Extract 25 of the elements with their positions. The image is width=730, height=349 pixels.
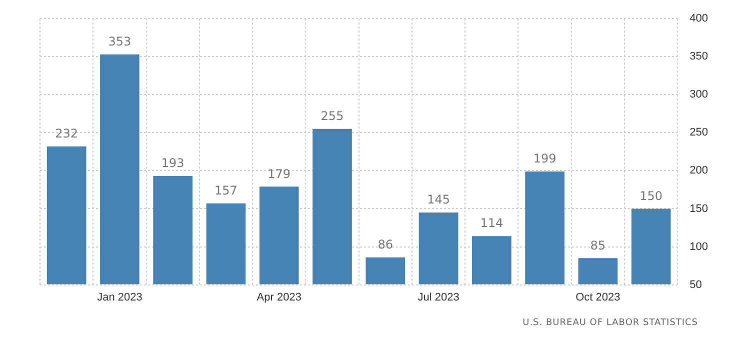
data-label: 157	[214, 184, 238, 198]
y-tick-label: 100	[690, 240, 708, 253]
data-label: 232	[55, 126, 78, 140]
y-tick-label: 300	[690, 88, 708, 101]
x-tick-label: Jan 2023	[97, 291, 142, 304]
x-tick-label: Jul 2023	[418, 291, 460, 304]
data-label: 199	[533, 152, 556, 166]
data-label: 145	[427, 192, 450, 207]
text: U.S. BUREAU OF LABOR STATISTICS	[522, 318, 698, 328]
data-label: 353	[108, 34, 132, 48]
data-label: 85	[590, 238, 606, 252]
data-label: 150	[640, 188, 663, 203]
y-tick-label: 200	[690, 164, 708, 177]
data-label: 86	[378, 238, 394, 252]
y-tick-label: 350	[690, 50, 708, 63]
y-tick-label: 250	[690, 126, 708, 139]
x-tick-label: Oct 2023	[576, 291, 620, 304]
data-label: 179	[268, 166, 291, 181]
data-label: 114	[480, 216, 504, 230]
x-tick-label: Apr 2023	[256, 291, 302, 304]
y-tick-label: 400	[690, 12, 708, 25]
data-label: 193	[161, 156, 184, 170]
data-label: 255	[320, 109, 344, 124]
y-tick-label: 50	[690, 278, 702, 291]
y-tick-label: 150	[690, 202, 708, 215]
